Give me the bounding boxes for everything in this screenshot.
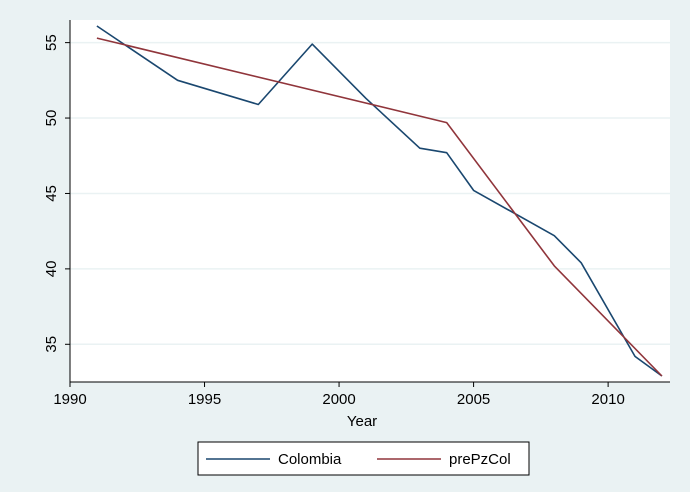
y-tick-label: 40 [43,261,60,278]
x-tick-label: 1990 [53,391,86,408]
axes: 35 40 45 50 55 1990 1995 2000 2005 2010 [43,34,625,408]
gridlines [70,41,670,346]
y-tick-label: 50 [43,110,60,127]
y-tick-label: 35 [43,336,60,353]
y-tick-label: 45 [43,185,60,202]
legend-label-colombia: Colombia [278,451,342,468]
y-tick-label: 55 [43,34,60,51]
x-tick-label: 1995 [188,391,221,408]
x-tick-label: 2005 [457,391,490,408]
x-axis-label: Year [347,413,377,430]
legend-label-prepzcol: prePzCol [449,451,511,468]
x-tick-label: 2010 [591,391,624,408]
series-lines [96,25,663,377]
legend-entries: Colombia prePzCol [206,451,511,468]
x-tick-label: 2000 [322,391,355,408]
legend: Colombia prePzCol [197,441,530,476]
series-line-colombia [96,25,663,377]
series-line-prepzcol [96,37,663,377]
plot-area [70,20,670,382]
